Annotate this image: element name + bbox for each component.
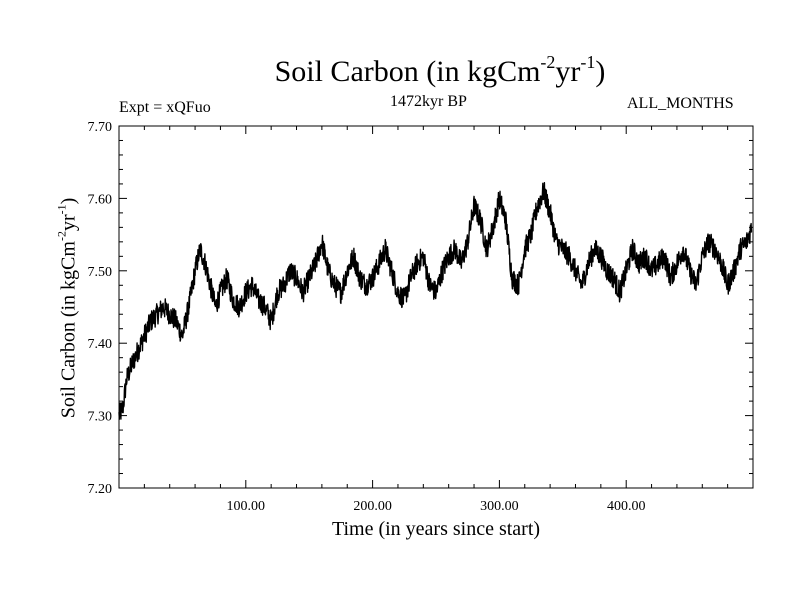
y-tick-label: 7.30	[88, 410, 113, 425]
x-tick-label: 100.00	[227, 499, 266, 514]
y-tick-label: 7.70	[88, 120, 113, 135]
y-tick-label: 7.60	[88, 192, 113, 207]
months-label: ALL_MONTHS	[627, 95, 734, 112]
x-axis-label: Time (in years since start)	[331, 518, 541, 540]
plot-frame	[118, 125, 754, 489]
y-tick-label: 7.40	[88, 337, 113, 352]
x-tick-label: 200.00	[353, 499, 392, 514]
x-tick-label: 400.00	[607, 499, 646, 514]
x-tick-label: 300.00	[480, 499, 519, 514]
y-tick-label: 7.50	[88, 265, 113, 280]
y-tick-label: 7.20	[88, 482, 113, 497]
data-series-line	[118, 182, 753, 420]
experiment-label: Expt = xQFuo	[119, 99, 211, 116]
chart-title: Soil Carbon (in kgCm-2yr-1)	[274, 52, 606, 88]
period-label: 1472kyr BP	[390, 93, 467, 110]
